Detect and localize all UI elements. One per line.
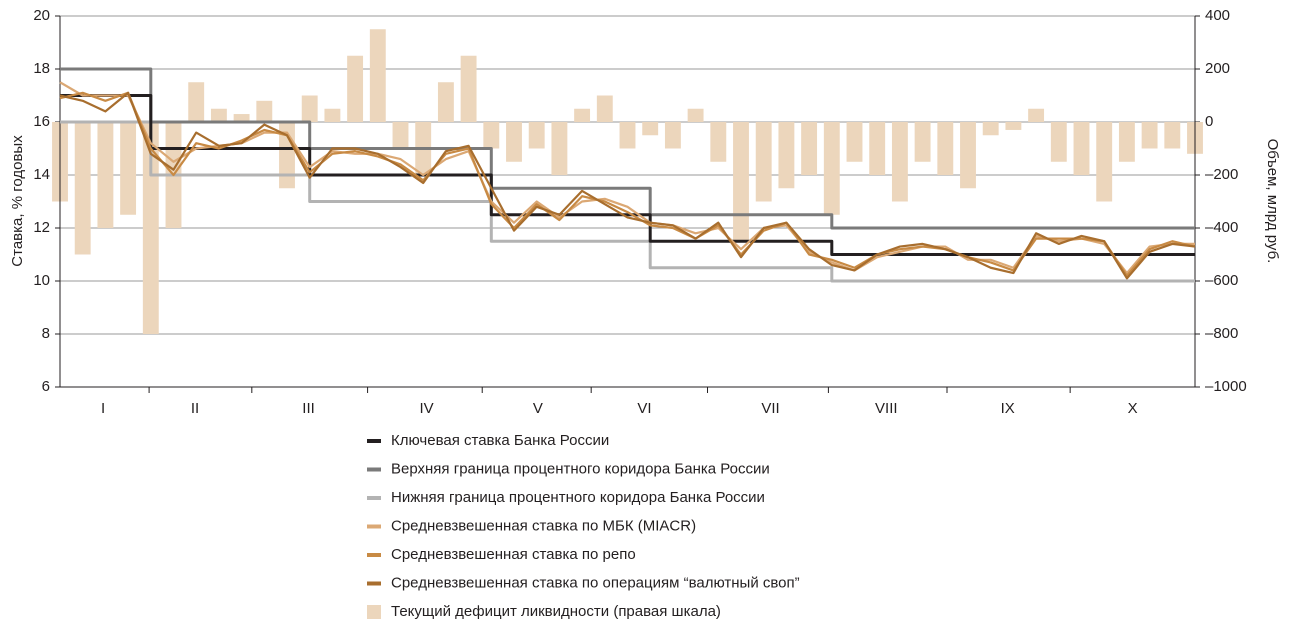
bar bbox=[97, 122, 114, 228]
bar bbox=[551, 122, 568, 175]
bar bbox=[960, 122, 976, 189]
x-tick-label: I bbox=[101, 400, 105, 417]
y2-tick-label: –800 bbox=[1205, 325, 1238, 342]
bar bbox=[460, 55, 477, 122]
bar bbox=[1096, 122, 1113, 202]
legend-label: Текущий дефицит ликвидности (правая шкал… bbox=[391, 603, 721, 620]
line-series bbox=[59, 91, 1196, 277]
bar bbox=[755, 122, 772, 202]
bar bbox=[778, 122, 795, 189]
line-series bbox=[59, 81, 1195, 275]
bar bbox=[256, 100, 273, 122]
bar bbox=[120, 122, 137, 215]
bar bbox=[914, 122, 931, 162]
bar bbox=[506, 122, 522, 162]
bar bbox=[687, 108, 704, 122]
bar bbox=[1050, 122, 1067, 162]
line-series bbox=[60, 67, 1195, 230]
y-tick-label: 8 bbox=[42, 325, 50, 342]
y2-axis-title: Объем, млрд руб. bbox=[1264, 139, 1281, 264]
x-tick-label: VIII bbox=[875, 400, 898, 417]
y2-tick-label: –600 bbox=[1205, 272, 1238, 289]
bar bbox=[937, 122, 954, 175]
bar bbox=[1141, 122, 1158, 149]
bar bbox=[596, 95, 613, 122]
bar bbox=[1028, 108, 1045, 122]
bar bbox=[801, 122, 818, 175]
y-axis-title: Ставка, % годовых bbox=[9, 135, 26, 267]
bar bbox=[528, 122, 545, 149]
bar bbox=[1164, 122, 1181, 149]
legend-label: Средневзвешенная ставка по операциям “ва… bbox=[391, 574, 800, 591]
x-tick-label: IV bbox=[420, 400, 434, 417]
bar bbox=[483, 122, 500, 149]
bar bbox=[642, 122, 659, 136]
y-tick-label: 12 bbox=[33, 219, 50, 236]
bar bbox=[369, 29, 386, 122]
bar bbox=[733, 122, 749, 242]
bar bbox=[710, 122, 727, 162]
bar bbox=[869, 122, 886, 175]
bar bbox=[574, 108, 591, 122]
y-tick-label: 14 bbox=[33, 166, 50, 183]
bar bbox=[437, 82, 454, 122]
bar bbox=[846, 122, 863, 162]
bar bbox=[74, 122, 91, 255]
bar bbox=[891, 122, 908, 202]
y2-tick-label: 200 bbox=[1205, 60, 1230, 77]
y2-tick-label: –200 bbox=[1205, 166, 1238, 183]
y-tick-label: 10 bbox=[33, 272, 50, 289]
x-tick-label: VII bbox=[761, 400, 779, 417]
line-series bbox=[59, 91, 1196, 280]
legend-swatch bbox=[367, 605, 381, 619]
x-tick-label: III bbox=[302, 400, 315, 417]
y2-tick-label: 400 bbox=[1205, 7, 1230, 24]
x-tick-label: V bbox=[533, 400, 543, 417]
x-tick-label: VI bbox=[637, 400, 651, 417]
y2-tick-label: –400 bbox=[1205, 219, 1238, 236]
legend-label: Средневзвешенная ставка по репо bbox=[391, 546, 636, 563]
y2-tick-label: –1000 bbox=[1205, 378, 1247, 395]
x-tick-label: IX bbox=[1001, 400, 1015, 417]
y-tick-label: 20 bbox=[33, 7, 50, 24]
bar bbox=[1005, 122, 1022, 130]
x-tick-label: X bbox=[1128, 400, 1138, 417]
bar bbox=[982, 122, 999, 136]
y-tick-label: 18 bbox=[33, 60, 50, 77]
bar bbox=[210, 108, 227, 122]
bar bbox=[347, 55, 364, 122]
y2-tick-label: 0 bbox=[1205, 113, 1213, 130]
bar bbox=[1073, 122, 1090, 175]
bar bbox=[188, 82, 205, 122]
legend-label: Верхняя граница процентного коридора Бан… bbox=[391, 460, 770, 477]
line-series bbox=[60, 94, 1195, 256]
legend-label: Нижняя граница процентного коридора Банк… bbox=[391, 489, 765, 506]
bar bbox=[324, 108, 341, 122]
legend-label: Ключевая ставка Банка России bbox=[391, 432, 609, 449]
bar bbox=[619, 122, 636, 149]
y-tick-label: 16 bbox=[33, 113, 50, 130]
bar bbox=[301, 95, 318, 122]
bar bbox=[823, 122, 840, 215]
bar bbox=[1118, 122, 1135, 162]
line-series bbox=[60, 120, 1195, 283]
legend-label: Средневзвешенная ставка по МБК (MIACR) bbox=[391, 517, 696, 534]
bar bbox=[233, 114, 250, 122]
x-tick-label: II bbox=[191, 400, 199, 417]
bar bbox=[392, 122, 409, 149]
bar bbox=[664, 122, 681, 149]
y-tick-label: 6 bbox=[42, 378, 50, 395]
